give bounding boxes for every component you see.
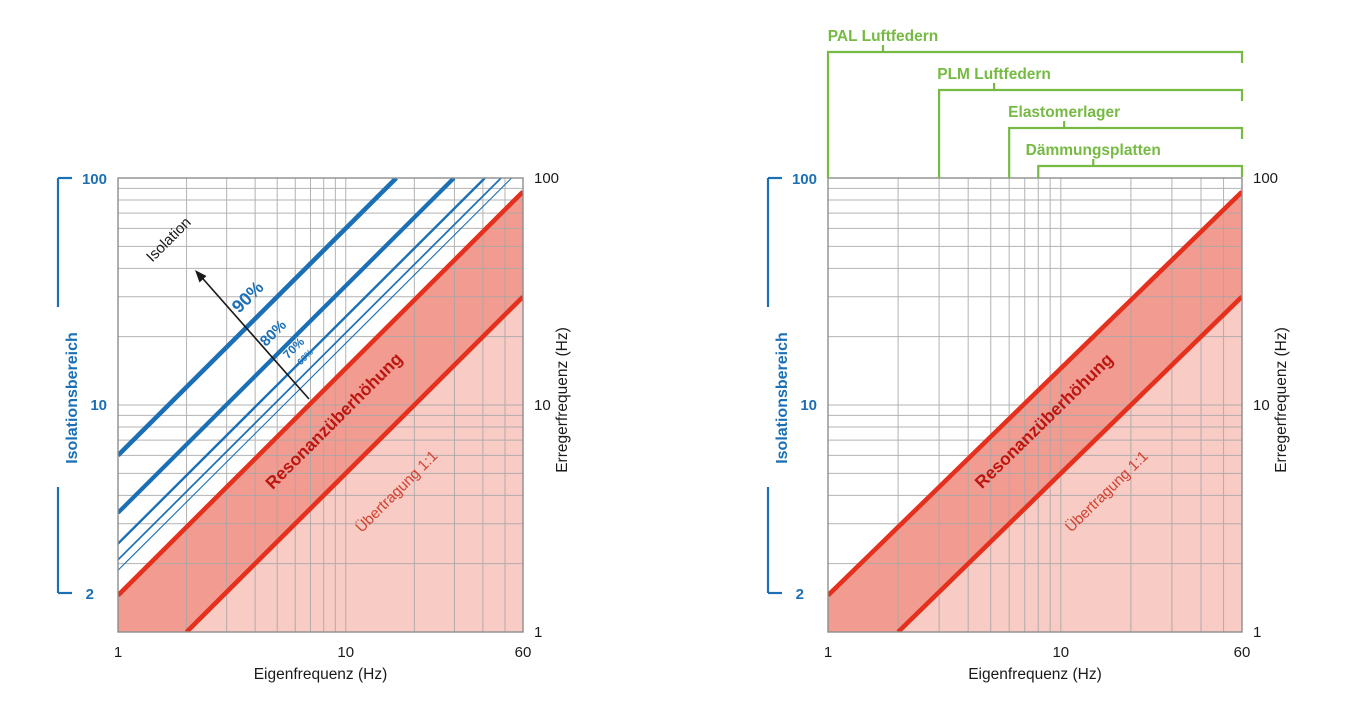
isolation-arrow xyxy=(196,271,310,400)
x-tick-label: 60 xyxy=(1234,644,1251,661)
range-bracket-line xyxy=(1008,126,1244,178)
y-left-tick-label: 10 xyxy=(800,397,817,414)
y-right-tick-label: 100 xyxy=(1253,170,1278,187)
y-right-tick-label: 1 xyxy=(534,624,542,641)
grid xyxy=(828,178,1242,632)
x-tick-label: 10 xyxy=(1052,644,1069,661)
range-bracket-label-pal-luftfedern: PAL Luftfedern xyxy=(828,28,939,45)
y-right-tick-label: 10 xyxy=(534,397,551,414)
isolationsbereich-label: Isolationsbereich xyxy=(64,332,81,464)
range-bracket-line xyxy=(826,50,1244,178)
range-bracket-pal-luftfedern xyxy=(826,45,1244,178)
range-bracket-elastomerlager xyxy=(1008,121,1244,178)
resonance-band-fill xyxy=(828,191,1242,632)
resonance-lower-line xyxy=(184,295,523,632)
isolation-chart-left: 90%80%70%60%ResonanzüberhöhungÜbertragun… xyxy=(56,170,571,683)
resonance-band-fill xyxy=(118,191,523,632)
plot-area xyxy=(828,178,1242,632)
range-bracket-label-elastomerlager: Elastomerlager xyxy=(1008,104,1120,121)
isolation-line-90 xyxy=(118,178,398,457)
range-bracket-plm-luftfedern xyxy=(937,83,1244,178)
x-tick-label: 1 xyxy=(114,644,122,661)
x-tick-label: 10 xyxy=(337,644,354,661)
y-left-tick-label: 2 xyxy=(86,586,94,603)
range-bracket-dammungsplatten xyxy=(1037,159,1244,178)
x-axis-title: Eigenfrequenz (Hz) xyxy=(968,666,1102,683)
plot-border xyxy=(117,177,524,633)
plot-border xyxy=(827,177,1243,633)
y-right-tick-label: 10 xyxy=(1253,397,1270,414)
isolation-arrow-head xyxy=(195,270,207,283)
x-axis-title: Eigenfrequenz (Hz) xyxy=(254,666,388,683)
range-bracket-line xyxy=(937,88,1244,178)
isolation-line-80 xyxy=(118,178,456,515)
isolation-line-60 xyxy=(118,178,502,561)
isolation-range-bracket xyxy=(56,176,72,595)
isolation-range-bracket xyxy=(766,176,782,595)
range-bracket-line xyxy=(1037,164,1244,178)
isolation-line-extra xyxy=(118,178,513,571)
grid xyxy=(118,178,523,632)
resonance-upper-line xyxy=(828,190,1242,598)
plot-area xyxy=(118,178,523,632)
y-right-tick-label: 100 xyxy=(534,170,559,187)
resonance-upper-line xyxy=(118,190,523,597)
resonance-lower-line xyxy=(896,295,1242,632)
range-bracket-label-dammungsplatten: Dämmungsplatten xyxy=(1026,142,1161,159)
x-tick-label: 60 xyxy=(515,644,532,661)
y-right-tick-label: 1 xyxy=(1253,624,1261,641)
y-left-tick-label: 100 xyxy=(792,171,817,188)
x-tick-label: 1 xyxy=(824,644,832,661)
y-right-axis-title: Erregerfrequenz (Hz) xyxy=(1273,327,1290,473)
y-left-tick-label: 10 xyxy=(90,397,107,414)
isolationsbereich-label: Isolationsbereich xyxy=(774,332,791,464)
y-left-tick-label: 2 xyxy=(796,586,804,603)
y-left-tick-label: 100 xyxy=(82,171,107,188)
range-bracket-label-plm-luftfedern: PLM Luftfedern xyxy=(937,66,1051,83)
isolation-line-70 xyxy=(118,178,486,545)
y-right-axis-title: Erregerfrequenz (Hz) xyxy=(554,327,571,473)
